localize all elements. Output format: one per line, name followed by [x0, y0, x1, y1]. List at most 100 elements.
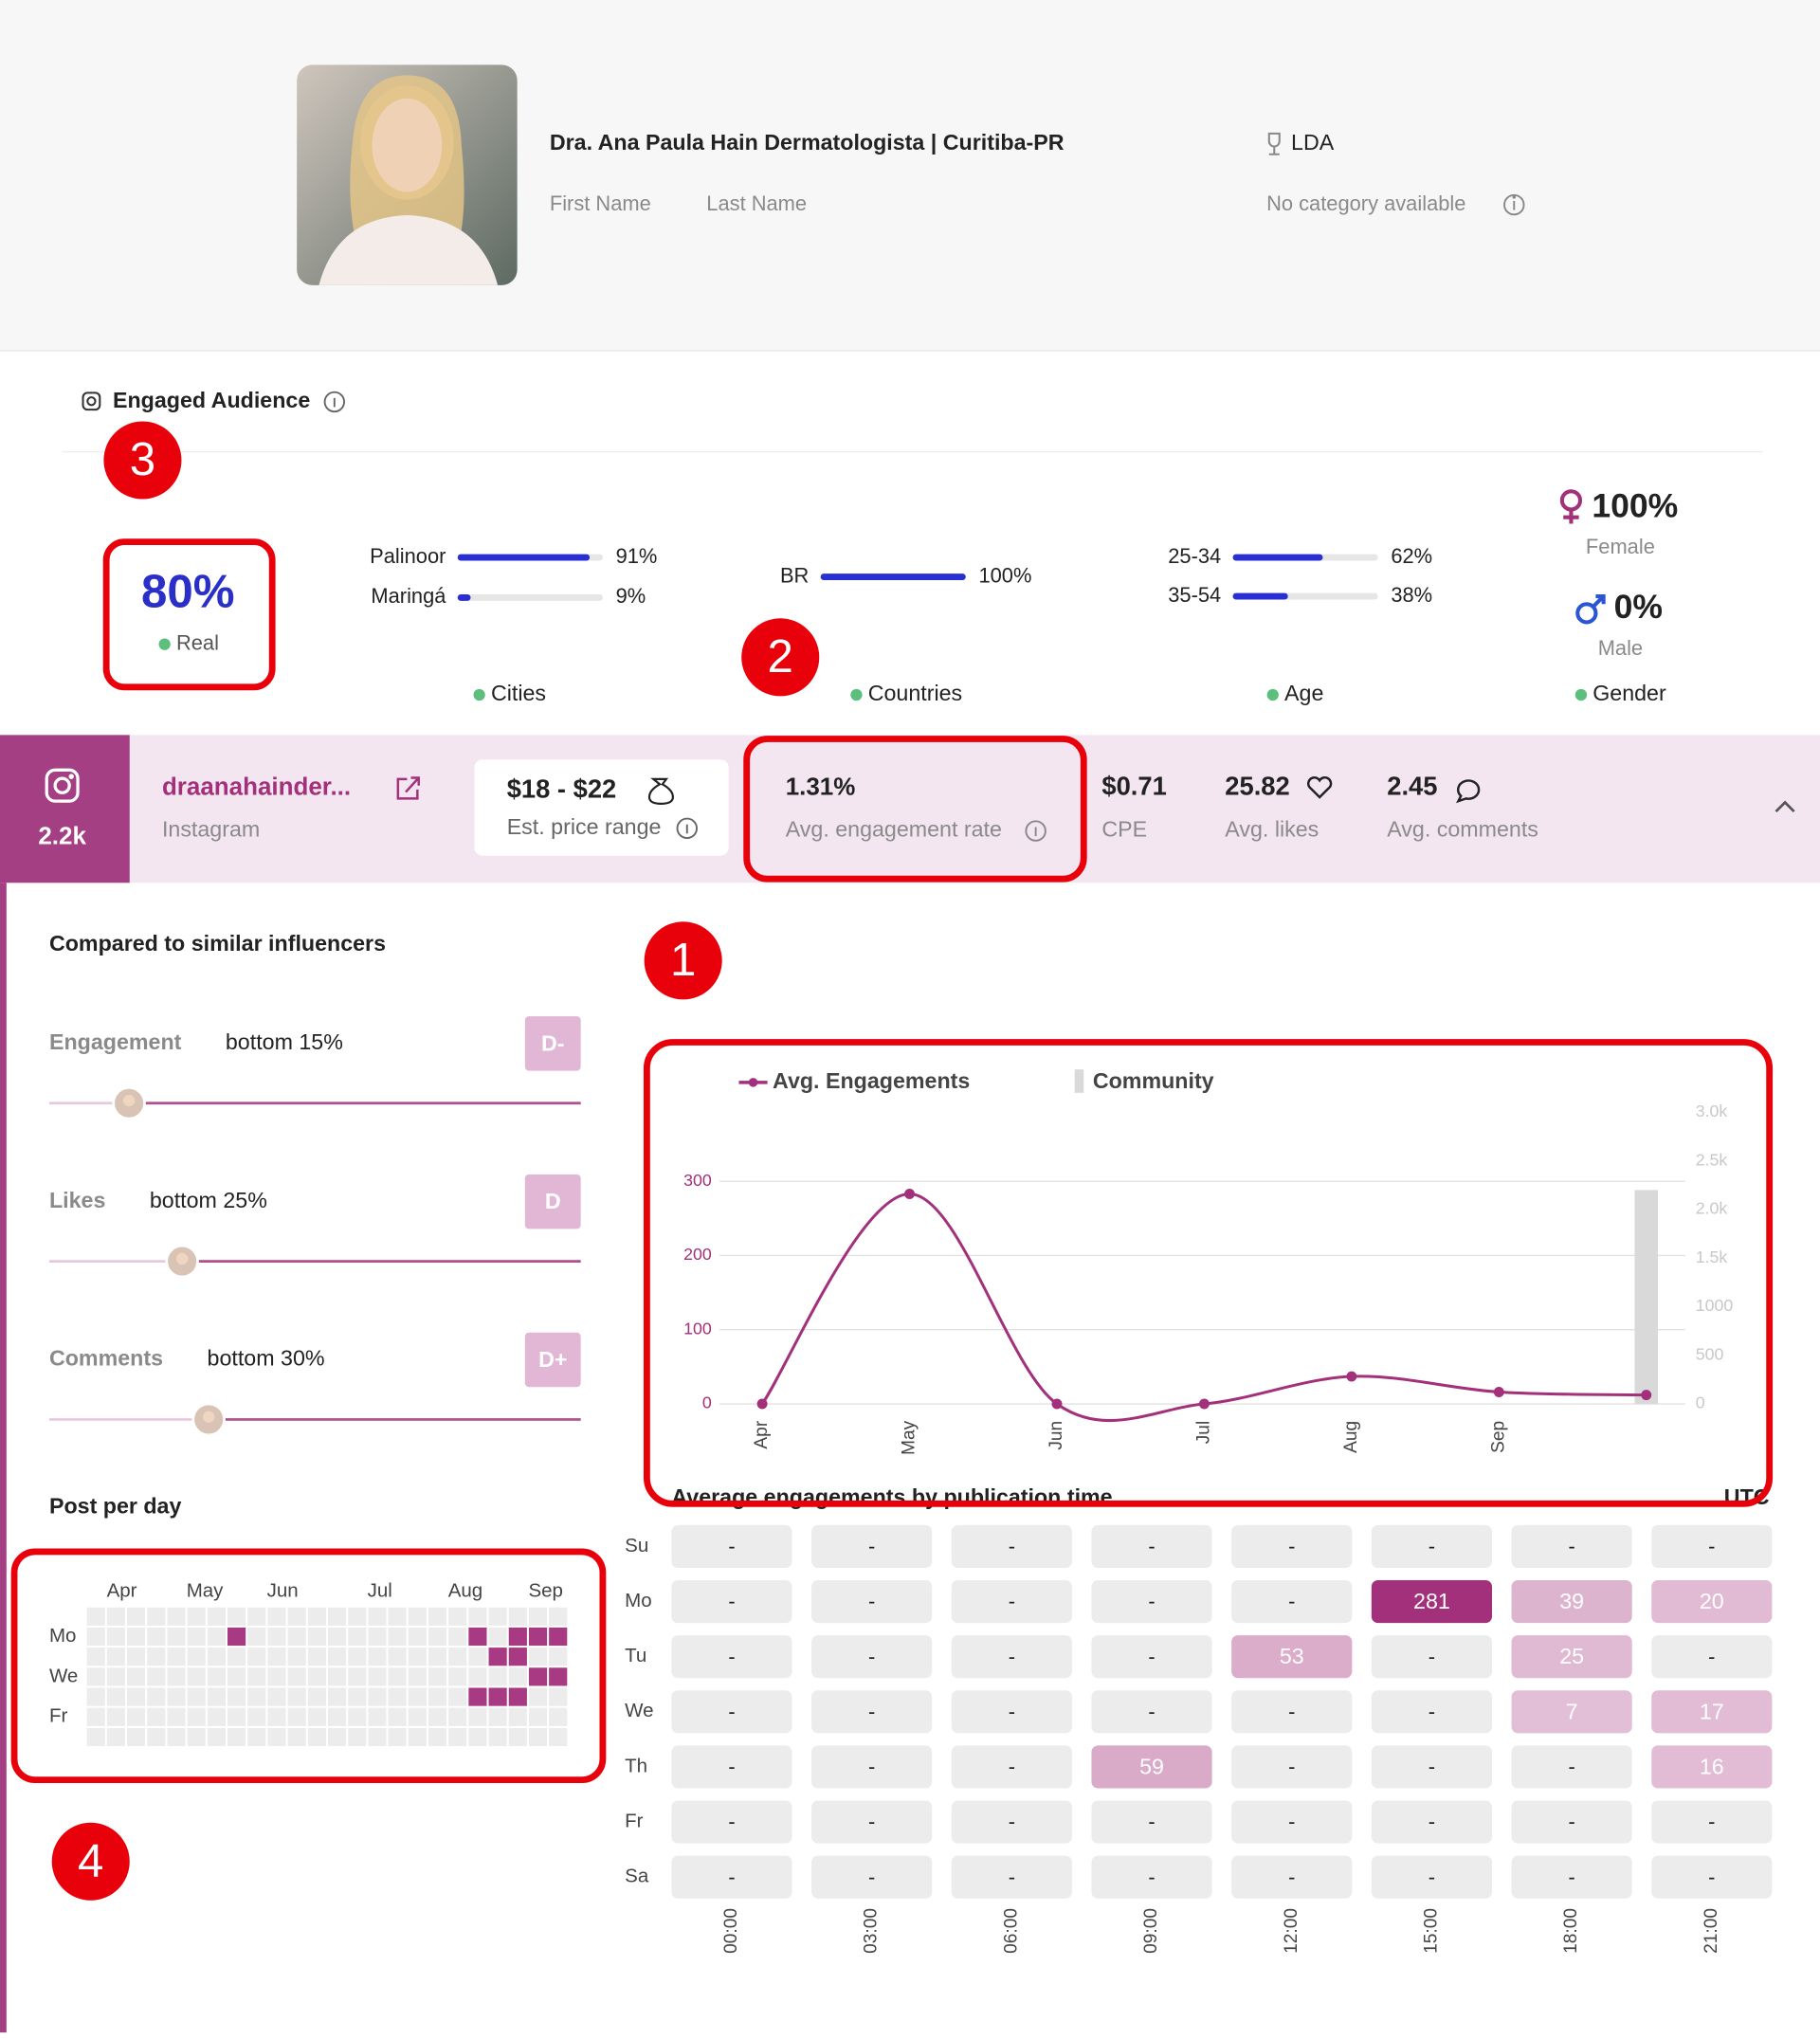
calendar-cell: [167, 1607, 186, 1626]
y2-tick-label: 2.0k: [1696, 1199, 1728, 1218]
calendar-cell: [287, 1707, 306, 1726]
instagram-icon: [45, 768, 80, 803]
empty-cell-label: -: [868, 1700, 875, 1723]
calendar-month: May: [187, 1580, 224, 1602]
calendar-cell: [468, 1707, 487, 1726]
calendar-cell: [127, 1687, 146, 1706]
bar-value: 38%: [1391, 583, 1432, 607]
heatmap-cell: [671, 1580, 792, 1624]
empty-cell-label: -: [1288, 1810, 1295, 1833]
calendar-cell: [388, 1707, 407, 1726]
calendar-cell: [388, 1607, 407, 1626]
engagement-rate: 1.31%: [786, 772, 856, 800]
first-name: First Name: [550, 191, 651, 215]
calendar-cell: [488, 1707, 507, 1726]
calendar-month: Jun: [267, 1580, 299, 1602]
bar: [820, 573, 966, 580]
heatmap-cell: [1651, 1855, 1773, 1899]
collapse-button[interactable]: [1774, 800, 1795, 813]
heatmap-cell: [1511, 1690, 1632, 1734]
calendar-cell: [247, 1627, 266, 1647]
calendar-cell: [147, 1727, 166, 1747]
x-tick-label: Sep: [1488, 1421, 1508, 1453]
calendar-cell: [408, 1648, 427, 1666]
y2-tick-label: 1000: [1696, 1296, 1734, 1315]
calendar-cell: [187, 1667, 206, 1686]
heatmap-cell: [671, 1635, 792, 1679]
annotation-number: 3: [130, 433, 155, 485]
calendar-cell: [207, 1607, 226, 1626]
empty-cell-label: -: [1568, 1810, 1574, 1833]
point: [756, 1398, 768, 1410]
annotation-badge: [644, 921, 722, 1000]
empty-cell-label: -: [1148, 1810, 1155, 1833]
real-value: 80%: [141, 566, 235, 618]
status-dot: [1266, 688, 1279, 701]
calendar-cell: [106, 1627, 125, 1647]
heatmap-cell: [1651, 1580, 1773, 1624]
price: $18 - $22: [507, 774, 617, 803]
calendar-cell: [448, 1727, 467, 1747]
heatmap-cell: [811, 1580, 933, 1624]
heatmap-cell: [811, 1800, 933, 1844]
calendar-cell: [327, 1687, 347, 1706]
calendar-cell: [227, 1727, 246, 1747]
empty-cell-label: -: [1148, 1645, 1155, 1668]
calendar-cell: [86, 1627, 105, 1647]
calendar-cell: [348, 1627, 367, 1647]
empty-cell-label: -: [728, 1645, 735, 1668]
comment-icon: [1456, 779, 1481, 804]
calendar-cell: [106, 1727, 125, 1747]
calendar-post: [227, 1627, 246, 1647]
row-label: We: [625, 1700, 653, 1721]
calendar-cell: [428, 1707, 447, 1726]
heatmap-cell: [1231, 1745, 1353, 1789]
calendar-cell: [106, 1648, 125, 1666]
calendar-cell: [267, 1667, 286, 1686]
section-title: Engaged Audience: [113, 388, 310, 412]
empty-cell-label: -: [728, 1810, 735, 1833]
annotation-number: 1: [670, 934, 696, 986]
grade-badge: [524, 1016, 581, 1071]
column-label: 12:00: [1282, 1908, 1301, 1954]
calendar-cell: [227, 1707, 246, 1726]
followers: 2.2k: [38, 821, 86, 849]
heatmap-cell: [811, 1745, 933, 1789]
bar-value: 62%: [1391, 544, 1432, 568]
calendar-cell: [408, 1687, 427, 1706]
calendar-day: We: [49, 1665, 78, 1686]
heatmap-cell: [1511, 1800, 1632, 1844]
heatmap-cell: [1231, 1800, 1353, 1844]
calendar-cell: [388, 1667, 407, 1686]
empty-cell-label: -: [868, 1865, 875, 1888]
calendar-cell: [147, 1627, 166, 1647]
heatmap-cell: [951, 1635, 1072, 1679]
row-label: Tu: [625, 1645, 646, 1666]
y2-tick-label: 1.5k: [1696, 1247, 1728, 1266]
calendar-cell: [348, 1687, 367, 1706]
calendar-cell: [86, 1607, 105, 1626]
calendar-cell: [207, 1648, 226, 1666]
annotation-badge: [51, 1822, 130, 1901]
heatmap-cell: [951, 1855, 1072, 1899]
row-label: Fr: [625, 1810, 644, 1831]
column-label: 03:00: [862, 1908, 882, 1954]
calendar-cell: [187, 1727, 206, 1747]
heatmap-cell: [1651, 1524, 1773, 1569]
handle[interactable]: draanahainder...: [162, 772, 351, 800]
calendar-cell: [147, 1648, 166, 1666]
bar-value: 91%: [616, 544, 658, 568]
slider-marker-face: [203, 1411, 215, 1423]
external-link-icon[interactable]: [396, 776, 420, 800]
heatmap-value: 25: [1559, 1644, 1584, 1668]
calendar-month: Jul: [368, 1580, 392, 1602]
row-label: Sa: [625, 1866, 649, 1887]
calendar-cell: [106, 1687, 125, 1706]
heatmap-cell: [1371, 1745, 1493, 1789]
legend-label[interactable]: Community: [1093, 1068, 1214, 1093]
legend-label[interactable]: Avg. Engagements: [773, 1068, 970, 1093]
calendar-cell: [227, 1648, 246, 1666]
x-tick-label: Jul: [1193, 1421, 1213, 1444]
heatmap-cell: [1651, 1690, 1773, 1734]
heatmap-cell: [671, 1524, 792, 1569]
